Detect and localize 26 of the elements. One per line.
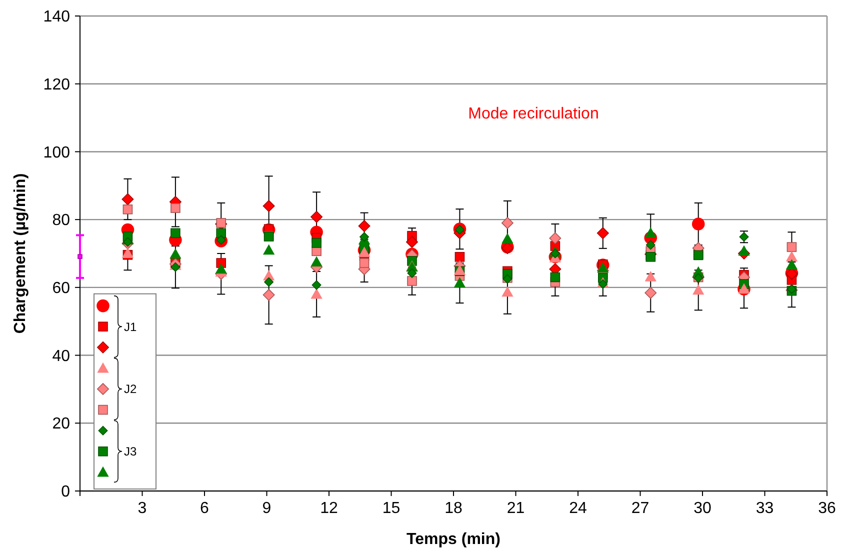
x-tick-label: 18 xyxy=(444,500,462,517)
y-tick-label: 100 xyxy=(43,144,70,162)
y-tick-label: 120 xyxy=(43,76,70,94)
x-tick-label: 24 xyxy=(569,500,587,517)
legend-label: J2 xyxy=(124,382,137,396)
legend-label: J1 xyxy=(124,320,137,334)
x-tick-label: 12 xyxy=(320,500,338,517)
x-tick-label: 33 xyxy=(756,500,774,517)
x-axis-title: Temps (min) xyxy=(406,531,500,548)
y-tick-label: 40 xyxy=(52,348,70,365)
x-tick-label: 21 xyxy=(506,500,525,517)
x-tick-label: 36 xyxy=(818,500,836,517)
y-tick-label: 20 xyxy=(52,416,70,433)
x-tick-label: 6 xyxy=(200,500,210,517)
x-tick-label: 27 xyxy=(631,500,650,517)
x-tick-label: 15 xyxy=(382,500,400,517)
x-tick-label: 3 xyxy=(138,500,147,517)
legend-label: J3 xyxy=(124,444,137,459)
y-tick-label: 140 xyxy=(43,8,70,26)
y-tick-label: 60 xyxy=(52,280,70,298)
y-tick-label: 80 xyxy=(52,212,70,230)
x-tick-label: 9 xyxy=(262,500,272,517)
y-tick-label: 0 xyxy=(61,484,70,501)
y-axis-title: Chargement (µg/min) xyxy=(12,173,29,334)
annotation: Mode recirculation xyxy=(468,106,599,123)
x-tick-label: 30 xyxy=(694,500,712,517)
